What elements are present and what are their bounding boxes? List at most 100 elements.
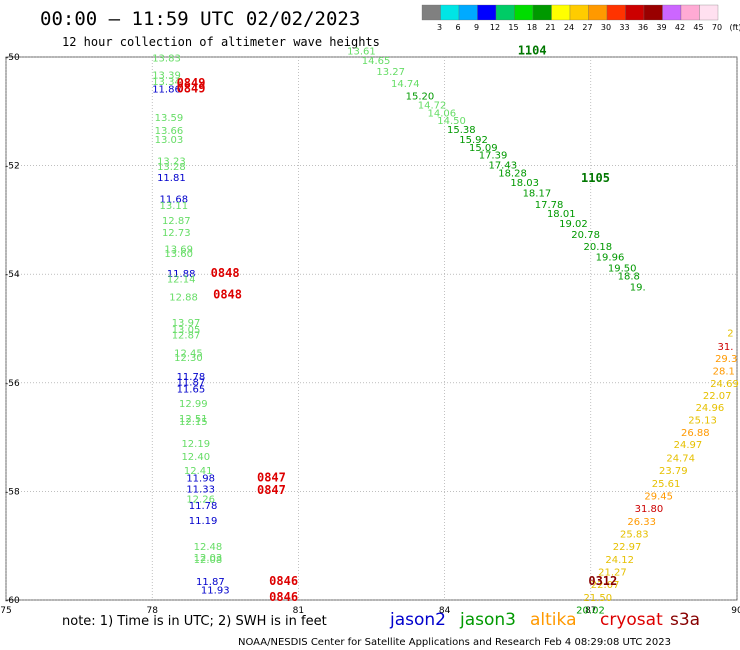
wave-height-value: 18.01: [547, 209, 576, 220]
x-tick-label: 81: [293, 606, 304, 616]
colorbar-label: 3: [437, 23, 442, 32]
wave-height-value: 13.69: [164, 244, 193, 255]
wave-height-value: 20.78: [571, 230, 600, 241]
wave-height-value: 11.87: [196, 577, 225, 588]
wave-height-value: 13.83: [152, 53, 181, 64]
wave-height-value: 12.14: [167, 274, 196, 285]
wave-height-value: 24.12: [605, 555, 634, 566]
wave-height-value: 19.50: [608, 263, 637, 274]
wave-height-value: 12.88: [169, 292, 198, 303]
wave-height-value: 22.97: [613, 542, 642, 553]
wave-height-value: 12.45: [174, 349, 203, 360]
wave-height-value: 17.78: [535, 200, 564, 211]
wave-height-value: 11.78: [177, 372, 206, 383]
wave-height-value: 28.1: [713, 367, 735, 378]
wave-height-value: 15.92: [459, 135, 488, 146]
colorbar-swatch: [440, 4, 460, 21]
colorbar-swatch: [477, 4, 497, 21]
wave-height-value: 14.72: [418, 101, 447, 112]
wave-height-value: 15.20: [406, 91, 435, 102]
pass-time-label: 0846: [269, 590, 298, 604]
wave-height-value: 12.48: [194, 542, 223, 553]
wave-height-value: 17.39: [479, 151, 508, 162]
wave-height-value: 12.40: [181, 452, 210, 463]
pass-time-label: 1104: [518, 43, 547, 57]
wave-height-value: 15.38: [447, 125, 476, 136]
pass-time-label: 0846: [269, 574, 298, 588]
colorbar-swatch: [458, 4, 478, 21]
y-tick-label: -52: [5, 162, 20, 172]
wave-height-value: 19.96: [596, 253, 625, 264]
pass-time-label: 0847: [257, 483, 286, 497]
satellite-legend: jason2 jason3 altika cryosat s3a: [389, 610, 700, 630]
wave-height-value: 26.88: [681, 428, 710, 439]
colorbar-label: 30: [601, 23, 611, 32]
colorbar-label: (ft): [729, 23, 740, 32]
wave-height-value: 25.13: [688, 416, 717, 427]
wave-height-value: 21.27: [598, 568, 627, 579]
y-tick-label: -58: [5, 487, 20, 497]
colorbar-swatch: [569, 4, 589, 21]
wave-height-value: 13.27: [376, 67, 405, 78]
colorbar-swatch: [495, 4, 515, 21]
wave-height-value: 13.11: [160, 201, 189, 212]
wave-height-value: 25.61: [652, 479, 681, 490]
wave-height-value: 24.96: [696, 403, 725, 414]
colorbar-swatch: [643, 4, 663, 21]
wave-height-value: 24.74: [666, 454, 695, 465]
wave-height-value: 20.02: [576, 606, 605, 617]
pass-time-label: 0312: [588, 574, 617, 588]
wave-height-value: 25.83: [620, 530, 649, 541]
colorbar-label: 21: [545, 23, 555, 32]
colorbar-label: 27: [582, 23, 592, 32]
wave-height-value: 11.78: [189, 501, 218, 512]
wave-height-value: 13.59: [155, 113, 184, 124]
colorbar-label: 36: [638, 23, 648, 32]
wave-height-value: 12.26: [186, 494, 215, 505]
wave-height-value: 22.07: [703, 391, 732, 402]
wave-height-value: 13.97: [172, 318, 201, 329]
wave-height-value: 14.74: [391, 79, 420, 90]
wave-height-value: 18.03: [510, 178, 539, 189]
wave-height-value: 18.28: [498, 168, 527, 179]
x-tick-label: 75: [0, 606, 11, 616]
wave-height-value: 11.86: [152, 84, 181, 95]
pass-time-label: 1105: [581, 171, 610, 185]
wave-height-value: 14.50: [437, 116, 466, 127]
wave-height-value: 12.30: [174, 353, 203, 364]
x-tick-label: 87: [585, 606, 596, 616]
colorbar-swatch: [680, 4, 700, 21]
wave-height-value: 12.73: [162, 228, 191, 239]
colorbar-swatch: [421, 4, 441, 21]
wave-height-value: 31.80: [635, 504, 664, 515]
wave-height-value: 12.51: [179, 414, 208, 425]
satellite-legend-s3a: s3a: [670, 610, 700, 630]
colorbar-swatch: [606, 4, 626, 21]
colorbar-swatch: [699, 4, 719, 21]
wave-height-value: 24.97: [674, 440, 703, 451]
footer-note: note: 1) Time is in UTC; 2) SWH is in fe…: [62, 614, 327, 629]
colorbar-label: 42: [675, 23, 685, 32]
wave-height-value: 11.33: [186, 484, 215, 495]
colorbar-label: 12: [490, 23, 500, 32]
wave-height-value: 15.09: [469, 143, 498, 154]
colorbar-swatch: [532, 4, 552, 21]
wave-height-value: 21.50: [583, 593, 612, 604]
wave-height-value: 11.65: [177, 385, 206, 396]
x-tick-label: 84: [439, 606, 451, 616]
wave-height-value: 13.61: [347, 46, 376, 57]
wave-height-value: 13.34: [152, 77, 181, 88]
pass-time-label: 0849: [177, 81, 206, 95]
satellite-legend-cryosat: cryosat: [600, 610, 663, 630]
plot-area: 75 78 81 84 87 90 -50 -52 -54 -56 -58 -60 13.83 13.39…: [0, 43, 740, 616]
wave-height-value: 12.03: [194, 553, 223, 564]
wave-height-value: 17.43: [488, 160, 517, 171]
y-tick-label: -54: [5, 270, 20, 280]
y-tick-label: -56: [5, 379, 20, 389]
wave-height-value: 11.93: [201, 585, 230, 596]
wave-height-value: 29.45: [644, 492, 673, 503]
colorbar-label: 6: [455, 23, 460, 32]
plot-frame: [5, 56, 738, 601]
colorbar-swatch: [662, 4, 682, 21]
